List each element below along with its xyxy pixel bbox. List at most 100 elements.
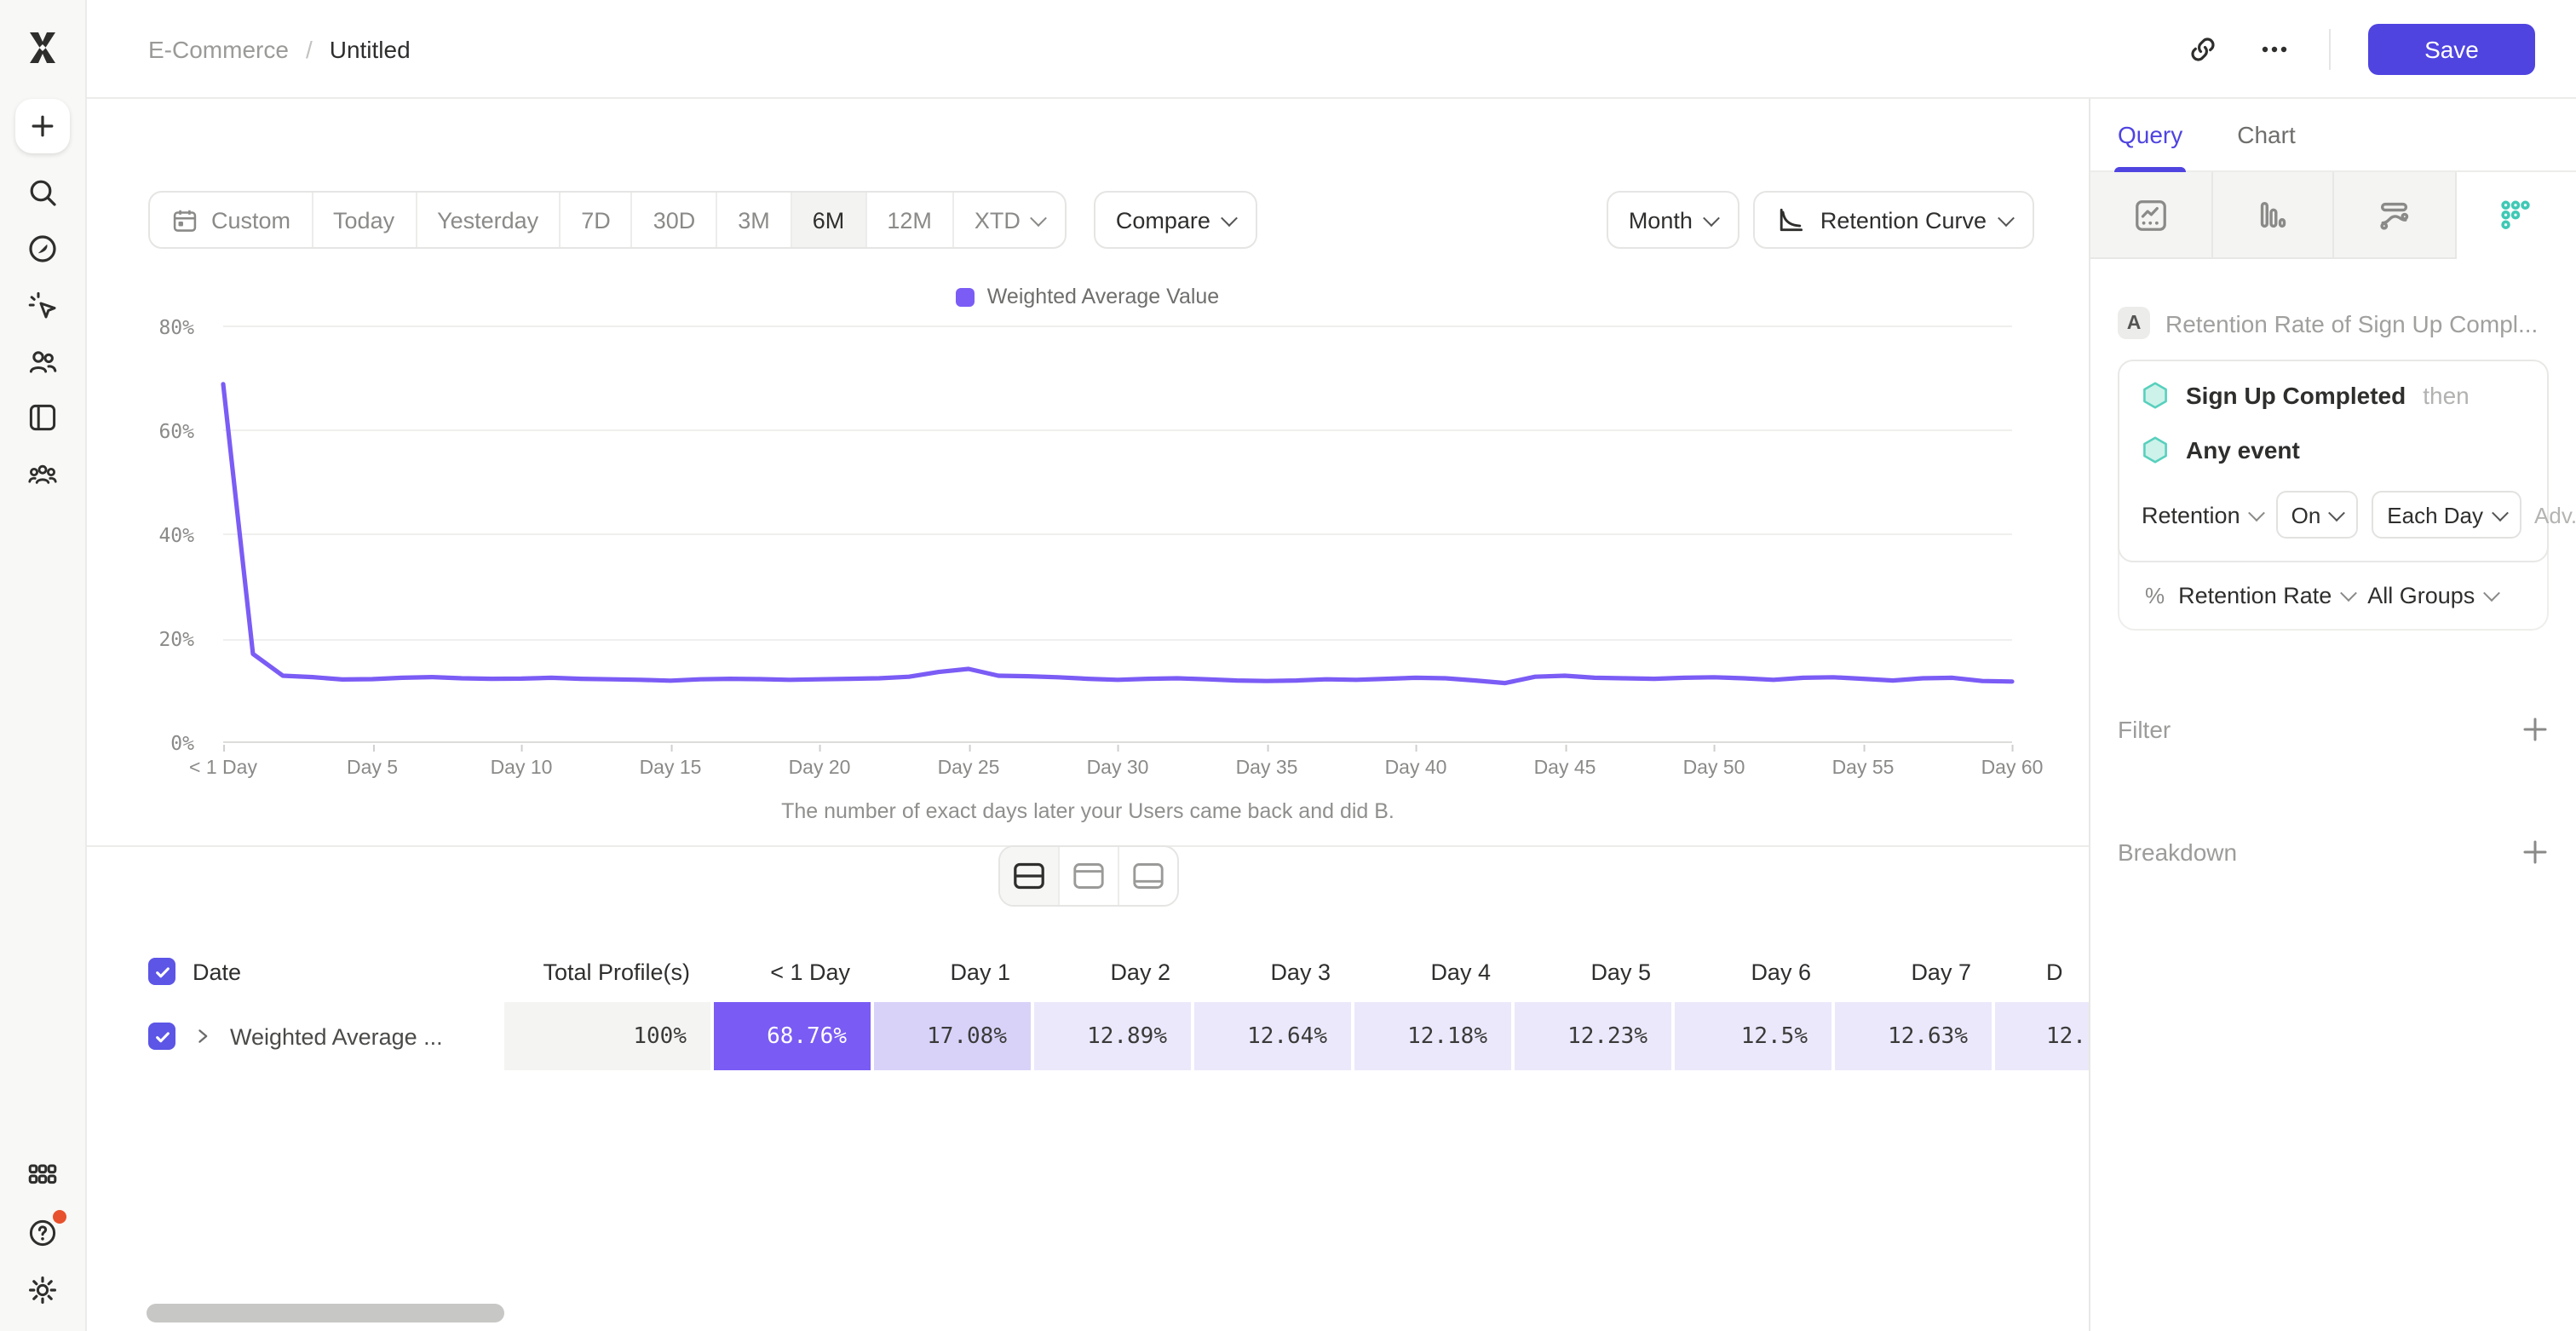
help-icon [29,1219,56,1247]
more-menu-button[interactable] [2257,32,2291,66]
header-lt-1-day[interactable]: < 1 Day [770,959,850,984]
retention-chart-plot[interactable] [221,326,2015,743]
insights-chart-type-button[interactable] [2090,172,2212,257]
range-today[interactable]: Today [313,193,417,247]
header-day-5[interactable]: Day 5 [1590,959,1651,984]
y-axis-tick-label: 0% [170,731,194,755]
header-day-1[interactable]: Day 1 [950,959,1010,984]
horizontal-scrollbar-thumb[interactable] [147,1304,504,1322]
cohorts-nav-button[interactable] [26,457,60,491]
header-day-8-clipped[interactable]: D [2046,959,2063,984]
on-dropdown[interactable]: On [2275,491,2359,539]
x-axis-tick-label: Day 55 [1831,745,1895,779]
range-12m[interactable]: 12M [866,193,954,247]
cell-day-1[interactable]: 17.08% [874,1002,1034,1070]
search-nav-button[interactable] [26,176,60,210]
users-nav-button[interactable] [26,344,60,378]
funnels-icon [2261,200,2286,228]
range-label: XTD [974,207,1021,233]
cell-day-8-clipped[interactable]: 12. [1995,1002,2089,1070]
measure-label: Retention Rate [2178,583,2332,608]
top-bar: E-Commerce / Untitled Save [87,0,2576,99]
chart-legend[interactable]: Weighted Average Value [87,285,2089,308]
range-6m-selected[interactable]: 6M [791,193,867,247]
cell-total-profiles[interactable]: 100% [504,1002,714,1070]
boards-nav-button[interactable] [26,400,60,435]
cohorts-icon [28,464,57,484]
cell-day-4[interactable]: 12.18% [1354,1002,1515,1070]
explore-nav-button[interactable] [26,232,60,266]
cell-day-2[interactable]: 12.89% [1034,1002,1194,1070]
then-label: then [2423,382,2470,409]
save-button[interactable]: Save [2368,23,2535,74]
expand-row-chevron-icon[interactable] [193,1026,213,1046]
layout-table-bottom-button[interactable] [1118,847,1176,905]
x-axis-tick-label: Day 20 [788,745,851,779]
events-nav-button[interactable] [26,288,60,322]
header-day-6[interactable]: Day 6 [1751,959,1811,984]
layout-chart-top-button[interactable] [1059,847,1118,905]
retention-chart-type-button[interactable] [2456,172,2576,259]
row-label[interactable]: Weighted Average ... [230,1023,443,1049]
retention-line-series [221,382,2015,686]
second-event-row[interactable]: Any event [2119,416,2547,470]
flows-chart-type-button[interactable] [2334,172,2456,257]
view-toggle-group [998,845,1178,907]
create-button[interactable] [15,99,70,153]
apps-button[interactable] [26,1157,60,1191]
settings-button[interactable] [26,1273,60,1307]
series-title-text: Retention Rate of Sign Up Compl... [2165,309,2539,337]
help-button[interactable] [26,1210,66,1249]
chart-type-dropdown[interactable]: Retention Curve [1753,191,2034,249]
click-icon [28,291,56,319]
funnels-chart-type-button[interactable] [2212,172,2334,257]
link-icon [2191,37,2215,60]
row-checkbox[interactable] [148,1023,175,1050]
granularity-dropdown[interactable]: Month [1606,191,1740,249]
cell-day-6[interactable]: 12.5% [1675,1002,1835,1070]
compare-button[interactable]: Compare [1093,191,1258,249]
mixpanel-logo[interactable] [22,24,63,72]
range-label: 12M [887,207,932,233]
header-day-3[interactable]: Day 3 [1270,959,1331,984]
advanced-dropdown[interactable]: Adv... [2534,502,2576,527]
header-total-profiles[interactable]: Total Profile(s) [543,959,690,984]
cell-day-5[interactable]: 12.23% [1515,1002,1675,1070]
tab-query[interactable]: Query [2113,99,2187,172]
query-series-title[interactable]: A Retention Rate of Sign Up Compl... [2118,307,2549,339]
first-event-row[interactable]: Sign Up Completed then [2119,361,2547,416]
y-axis-tick-label: 60% [158,419,194,443]
select-all-checkbox[interactable] [148,958,175,985]
retention-type-dropdown[interactable]: Retention [2142,502,2265,527]
add-filter-button[interactable] [2521,716,2549,743]
range-3m[interactable]: 3M [717,193,792,247]
layout-chart-and-table-button[interactable] [999,847,1059,905]
cell-day-7[interactable]: 12.63% [1835,1002,1995,1070]
on-label: On [2291,502,2321,527]
gridline [223,533,2012,535]
range-xtd[interactable]: XTD [954,193,1065,247]
range-yesterday[interactable]: Yesterday [417,193,561,247]
breakdown-label: Breakdown [2118,838,2238,866]
header-day-7[interactable]: Day 7 [1911,959,1971,984]
more-icon [2262,45,2287,52]
header-date[interactable]: Date [193,959,242,984]
bucket-dropdown[interactable]: Each Day [2372,491,2521,539]
range-custom[interactable]: Custom [150,193,313,247]
range-30d[interactable]: 30D [633,193,718,247]
header-day-2[interactable]: Day 2 [1110,959,1170,984]
chevron-down-icon [1703,209,1721,227]
page-title[interactable]: Untitled [329,35,411,62]
breadcrumb-project[interactable]: E-Commerce [148,35,289,62]
x-axis-tick-label: Day 50 [1682,745,1745,779]
groups-dropdown[interactable]: All Groups [2367,583,2500,608]
measure-dropdown[interactable]: Retention Rate [2178,583,2357,608]
add-breakdown-button[interactable] [2521,838,2549,866]
copy-link-button[interactable] [2186,32,2220,66]
header-day-4[interactable]: Day 4 [1430,959,1491,984]
tab-chart[interactable]: Chart [2237,121,2296,148]
cell-day-3[interactable]: 12.64% [1194,1002,1354,1070]
cell-lt-1-day[interactable]: 68.76% [714,1002,874,1070]
range-7d[interactable]: 7D [561,193,633,247]
